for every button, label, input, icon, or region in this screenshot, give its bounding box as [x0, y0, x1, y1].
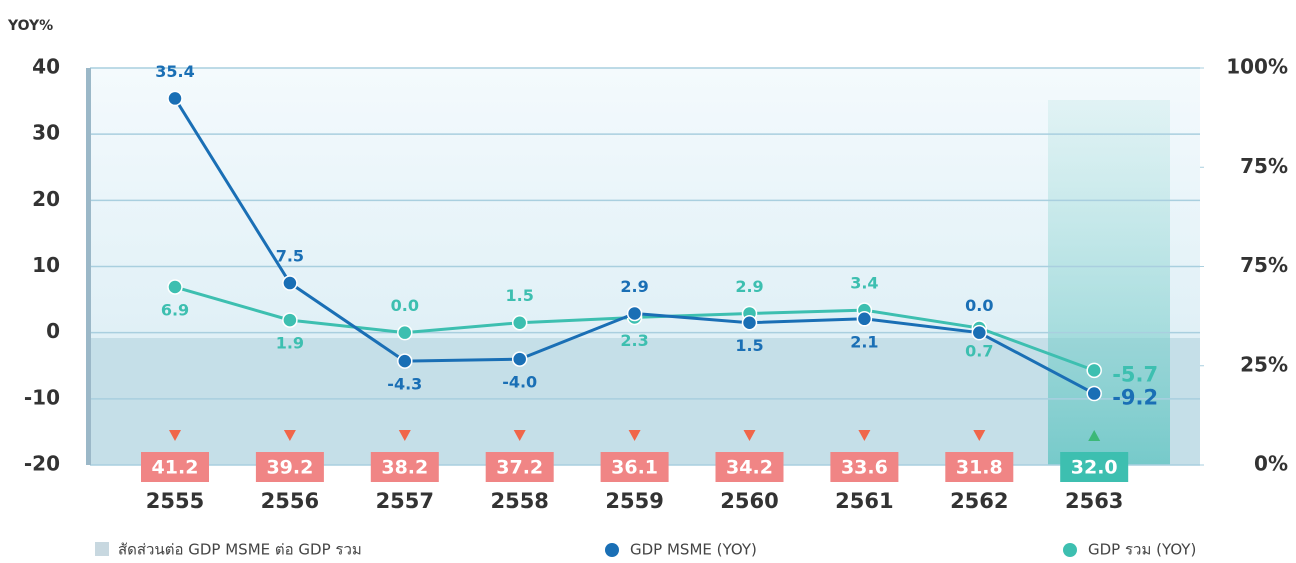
series-point [971, 324, 988, 341]
trend-marker [743, 430, 756, 441]
legend-label: สัดส่วนต่อ GDP MSME ต่อ GDP รวม [118, 541, 362, 559]
trend-marker [858, 430, 871, 441]
share-box [141, 452, 209, 482]
series-point [626, 305, 643, 322]
series-point [511, 351, 528, 367]
trend-marker [169, 430, 181, 441]
legend-swatch [95, 542, 109, 556]
data-label: 0.0 [391, 296, 419, 315]
share-label: 31.8 [956, 457, 1003, 479]
share-label: 32.0 [1071, 457, 1118, 479]
share-label: 34.2 [726, 457, 773, 479]
data-label: 7.5 [276, 247, 304, 266]
share-label: 39.2 [266, 457, 313, 479]
highlight-column [1048, 100, 1170, 465]
data-label: 1.9 [276, 334, 304, 353]
trend-marker [628, 430, 641, 441]
y-axis-label: YOY% [7, 18, 53, 34]
trend-marker [1088, 430, 1101, 441]
x-tick-label: 2555 [146, 489, 204, 513]
series-point [856, 311, 873, 327]
share-box [600, 452, 669, 482]
data-label: 35.4 [155, 62, 194, 81]
data-label: 0.7 [965, 342, 993, 361]
y-tick-label: 10 [32, 253, 60, 277]
series-point [282, 275, 298, 291]
trend-marker [513, 430, 526, 441]
share-label: 41.2 [152, 457, 199, 479]
legend-label: GDP MSME (YOY) [630, 541, 757, 559]
series-point [1086, 385, 1102, 402]
data-label: -5.7 [1112, 362, 1158, 386]
series-point [282, 312, 298, 328]
data-label: 0.0 [965, 296, 993, 315]
y-tick-label: -20 [24, 452, 60, 476]
share-label: 37.2 [496, 457, 543, 479]
series-point [741, 314, 758, 331]
y2-tick-label: 100% [1226, 55, 1288, 79]
series-point [1086, 362, 1102, 379]
share-label: 38.2 [381, 457, 428, 479]
series-point [397, 324, 413, 341]
share-area [90, 338, 1200, 465]
x-tick-label: 2562 [950, 489, 1008, 513]
x-tick-label: 2557 [376, 489, 434, 513]
share-label: 36.1 [611, 457, 658, 479]
legend-swatch [605, 543, 619, 557]
data-label: 2.3 [620, 331, 648, 350]
data-label: 3.4 [850, 274, 878, 293]
data-label: -4.0 [502, 373, 537, 392]
legend-swatch [1063, 543, 1077, 557]
data-label: 6.9 [161, 301, 189, 320]
trend-marker [398, 430, 411, 441]
y-axis-line [86, 68, 91, 465]
x-tick-label: 2560 [720, 489, 778, 513]
y-tick-label: 30 [32, 121, 60, 145]
data-label: 2.9 [620, 277, 648, 296]
share-box [370, 452, 439, 482]
y2-tick-label: 25% [1240, 352, 1288, 376]
data-label: 1.5 [506, 286, 534, 305]
series-point [397, 353, 413, 369]
series-point [167, 279, 183, 295]
share-box [830, 452, 899, 482]
data-label: -4.3 [387, 375, 422, 394]
y2-tick-label: 75% [1240, 154, 1288, 178]
content: -20 -10 0 10 20 30 40 0% 25% 75% 75% 100% 41.2 2555 39… [24, 55, 1288, 559]
data-label: 2.1 [850, 332, 878, 351]
trend-marker [283, 430, 296, 441]
y-tick-label: 0 [46, 319, 60, 343]
share-box [255, 452, 324, 482]
x-tick-label: 2559 [605, 489, 663, 513]
series-point [511, 314, 528, 331]
share-box [715, 452, 784, 482]
y2-tick-label: 0% [1254, 452, 1288, 476]
y-tick-label: 40 [32, 55, 60, 79]
x-tick-label: 2563 [1065, 489, 1123, 513]
trend-marker [973, 430, 986, 441]
data-label: 1.5 [735, 336, 763, 355]
y2-tick-label: 75% [1240, 253, 1288, 277]
share-box [945, 452, 1014, 482]
share-box [485, 452, 554, 482]
legend-label: GDP รวม (YOY) [1088, 541, 1196, 559]
share-label: 33.6 [841, 457, 888, 479]
share-box [1060, 452, 1129, 482]
x-tick-label: 2556 [261, 489, 319, 513]
series-point [167, 90, 183, 107]
data-label: -9.2 [1112, 386, 1158, 410]
x-tick-label: 2558 [490, 489, 548, 513]
data-label: 2.9 [735, 277, 763, 296]
y-tick-label: 20 [32, 187, 60, 211]
y-tick-label: -10 [24, 385, 60, 409]
x-tick-label: 2561 [835, 489, 893, 513]
